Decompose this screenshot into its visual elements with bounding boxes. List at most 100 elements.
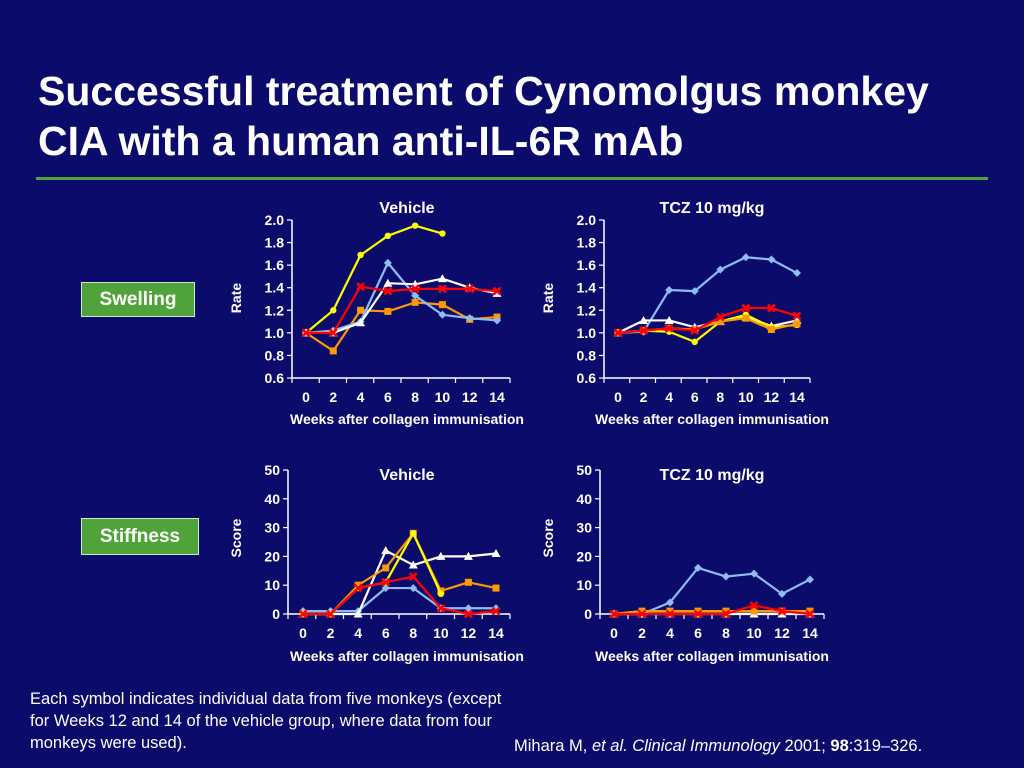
stiffness-vehicle-xtick-label-3: 6 — [382, 625, 390, 641]
swelling-tcz-series-0-point-7 — [793, 269, 801, 278]
stiffness-vehicle-series-4-point-6 — [464, 609, 473, 619]
stiffness-vehicle-series-4-point-5 — [436, 603, 446, 613]
stiffness-tcz-ytick-label-4: 40 — [576, 491, 592, 507]
stiffness-vehicle-ytick-label-2: 20 — [264, 548, 280, 564]
stiffness-vehicle-xtick-label-5: 10 — [433, 625, 449, 641]
swelling-vehicle-ytick-label-3: 1.2 — [265, 302, 285, 318]
stiffness-vehicle-series-1-point-7 — [491, 549, 501, 558]
stiffness-vehicle-series-2-point-7 — [492, 584, 500, 592]
swelling-tcz-series-4-point-3-stroke — [690, 326, 700, 336]
stiffness-tcz-series-3-point-3 — [694, 607, 702, 615]
stiffness-tcz-series-3-point-1 — [638, 607, 646, 615]
swelling-vehicle-ytick-label-5: 1.6 — [265, 257, 285, 273]
swelling-vehicle-xlabel: Weeks after collagen immunisation — [290, 411, 524, 427]
stiffness-vehicle-series-4-point-3-stroke — [381, 577, 391, 587]
stiffness-vehicle-series-4-point-1 — [326, 609, 335, 619]
swelling-vehicle-ytick-label-6: 1.8 — [265, 235, 285, 251]
swelling-tcz-series-4-point-6-stroke — [767, 303, 776, 313]
swelling-tcz-ylabel: Rate — [540, 283, 556, 314]
stiffness-vehicle-series-4-point-2 — [353, 583, 363, 593]
swelling-tcz-series-4-point-2 — [664, 323, 674, 333]
stiffness-tcz-series-4-point-7-stroke — [805, 609, 815, 619]
stiffness-vehicle-xtick-label-7: 14 — [488, 625, 504, 641]
swelling-vehicle-series-4-point-1 — [328, 328, 338, 338]
stiffness-vehicle-series-2-point-3 — [382, 564, 390, 572]
swelling-tcz-series-4-point-0 — [613, 328, 623, 338]
swelling-tcz-xlabel: Weeks after collagen immunisation — [595, 411, 829, 427]
stiffness-tcz-series-4-point-0-stroke — [609, 609, 619, 619]
swelling-tcz-ytick-label-5: 1.6 — [577, 257, 597, 273]
swelling-tcz-xtick-label-6: 12 — [764, 389, 780, 405]
stiffness-vehicle-ytick-label-1: 10 — [264, 577, 280, 593]
stiffness-vehicle-series-1-point-5 — [436, 551, 446, 560]
stiffness-tcz-series-4-point-7 — [805, 609, 815, 619]
swelling-tcz-series-1-point-2 — [664, 315, 674, 324]
stiffness-vehicle-title: Vehicle — [379, 467, 434, 484]
swelling-vehicle-xtick-label-2: 4 — [357, 389, 365, 405]
stiffness-vehicle-series-4-point-0-stroke — [298, 609, 308, 619]
swelling-vehicle-series-3-line — [306, 277, 498, 334]
swelling-vehicle-xtick-label-6: 12 — [462, 389, 478, 405]
stiffness-tcz-xtick-label-2: 4 — [666, 625, 674, 641]
swelling-vehicle-ytick-label-4: 1.4 — [265, 280, 285, 296]
swelling-vehicle-xtick-label-7: 14 — [489, 389, 505, 405]
swelling-tcz-xtick-label-0: 0 — [614, 389, 622, 405]
swelling-vehicle-series-2-point-4 — [411, 291, 420, 300]
swelling-vehicle-series-3-point-3 — [383, 278, 393, 287]
stiffness-vehicle-ytick-label-4: 40 — [264, 491, 280, 507]
stiffness-vehicle-series-2-line — [303, 532, 497, 616]
swelling-tcz-xtick-label-3: 6 — [691, 389, 699, 405]
stiffness-vehicle-series-4-point-4-stroke — [408, 572, 418, 581]
swelling-vehicle-series-4-point-6 — [465, 284, 475, 294]
stiffness-vehicle-series-4-point-1-stroke — [326, 609, 335, 619]
swelling-tcz-series-3-point-5 — [742, 314, 750, 322]
swelling-tcz-ytick-label-2: 1.0 — [577, 325, 597, 341]
swelling-vehicle-series-2-point-5 — [438, 310, 447, 319]
stiffness-tcz-xtick-label-3: 6 — [694, 625, 702, 641]
swelling-tcz-series-2-point-3 — [691, 338, 698, 346]
swelling-tcz-series-3-point-7 — [793, 320, 801, 328]
swelling-vehicle-ytick-label-7: 2.0 — [265, 212, 285, 228]
stiffness-tcz-series-4-point-6 — [777, 606, 787, 616]
swelling-vehicle-series-2-point-7 — [493, 316, 501, 325]
stiffness-tcz-xtick-label-0: 0 — [610, 625, 618, 641]
slide-title: Successful treatment of Cynomolgus monke… — [38, 68, 929, 164]
stiffness-vehicle-series-3-point-5 — [437, 590, 445, 598]
stiffness-tcz-xlabel: Weeks after collagen immunisation — [595, 648, 829, 664]
stiffness-tcz-series-4-point-6-stroke — [777, 606, 787, 616]
stiffness-tcz-series-4-point-5-stroke — [749, 600, 759, 610]
swelling-vehicle-series-2-point-6 — [465, 314, 474, 323]
swelling-tcz-series-4-point-6 — [767, 303, 776, 313]
stiffness-vehicle-series-4-point-3 — [381, 577, 391, 587]
swelling-tcz-series-0-point-3 — [690, 287, 699, 296]
swelling-vehicle-series-4-point-4-stroke — [410, 284, 420, 294]
swelling-vehicle-series-4-point-5-stroke — [438, 284, 447, 294]
swelling-vehicle-series-2-point-3 — [383, 258, 392, 267]
stiffness-tcz-series-3-point-4 — [722, 607, 730, 615]
swelling-tcz-series-4-point-7-stroke — [792, 311, 802, 321]
stiffness-vehicle-ylabel: Score — [228, 518, 244, 557]
stiffness-vehicle-series-4-point-7-stroke — [491, 606, 501, 616]
swelling-vehicle-xtick-label-1: 2 — [329, 389, 337, 405]
swelling-vehicle-series-4-point-6-stroke — [465, 284, 475, 294]
swelling-vehicle-series-4-point-2 — [356, 282, 365, 292]
stiffness-tcz-series-4-point-3 — [693, 609, 703, 619]
stiffness-vehicle-series-4-point-5-stroke — [436, 603, 446, 613]
citation-journal: et al. Clinical Immunology — [591, 737, 780, 755]
stiffness-tcz-xtick-label-4: 8 — [722, 625, 730, 641]
stiffness-label: Stiffness — [81, 518, 199, 555]
swelling-vehicle-series-4-point-7 — [492, 286, 502, 296]
stiffness-tcz-series-0-point-2 — [666, 598, 674, 607]
swelling-tcz-series-0-point-5 — [741, 253, 750, 262]
swelling-vehicle-xtick-label-0: 0 — [302, 389, 310, 405]
citation-pages: :319–326. — [848, 737, 923, 755]
swelling-tcz-series-3-point-4 — [716, 318, 724, 326]
swelling-vehicle-series-4-point-3 — [383, 286, 393, 296]
swelling-vehicle-series-1-point-4 — [411, 298, 419, 306]
stiffness-vehicle-xtick-label-0: 0 — [299, 625, 307, 641]
citation-volume: 98 — [830, 737, 849, 755]
stiffness-tcz-ylabel: Score — [540, 518, 556, 557]
stiffness-tcz-xtick-label-6: 12 — [774, 625, 790, 641]
swelling-tcz-ytick-label-3: 1.2 — [577, 302, 597, 318]
swelling-vehicle-series-4-point-4 — [410, 284, 420, 294]
